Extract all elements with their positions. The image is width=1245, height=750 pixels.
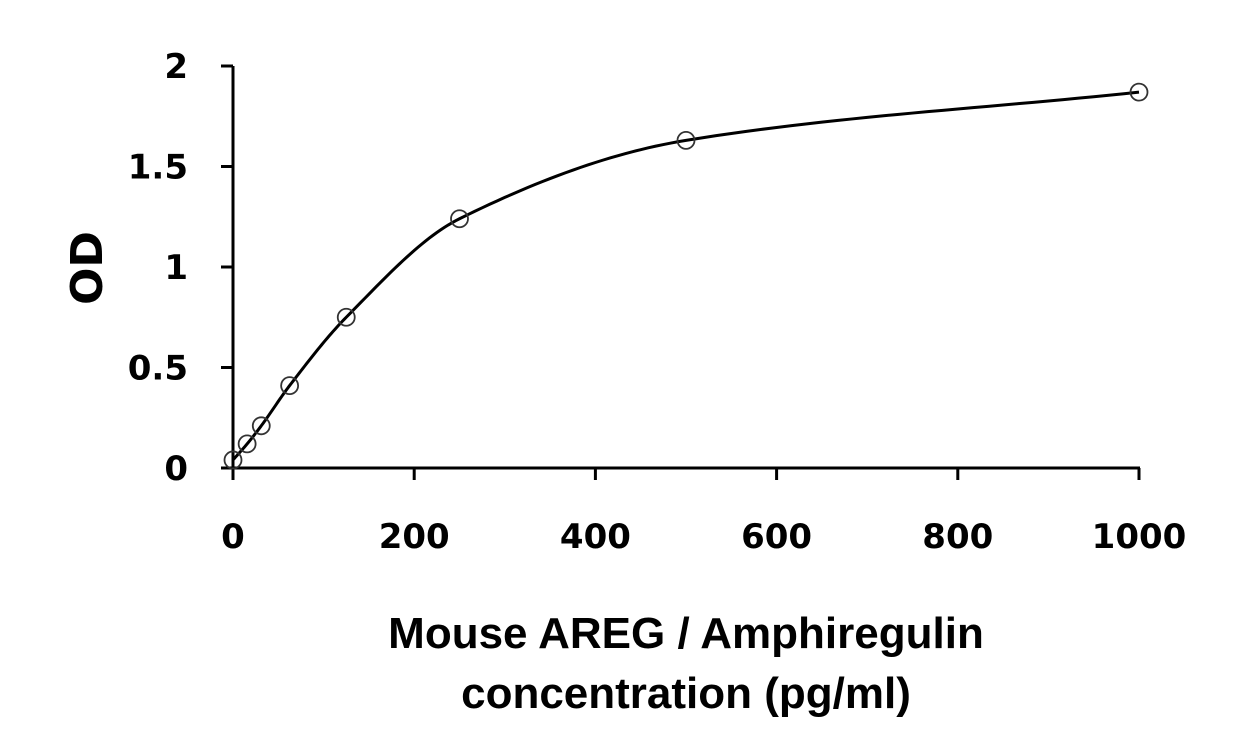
y-ticks: 0 0.5 1 1.5 2 xyxy=(128,47,233,489)
x-axis-label-line-2: concentration (pg/ml) xyxy=(461,669,911,718)
data-point xyxy=(336,307,356,327)
y-axis-label: OD xyxy=(62,231,113,305)
x-tick-label: 600 xyxy=(741,517,812,557)
y-tick-label: 2 xyxy=(164,47,188,87)
x-tick-label: 800 xyxy=(922,517,993,557)
x-axis-label-line-1: Mouse AREG / Amphiregulin xyxy=(388,609,984,658)
y-tick-label: 1.5 xyxy=(128,148,188,188)
data-point xyxy=(450,209,469,229)
data-points xyxy=(223,82,1149,470)
x-tick-label: 200 xyxy=(379,517,450,557)
x-tick-label: 1000 xyxy=(1092,517,1187,557)
data-point xyxy=(237,434,257,454)
data-point xyxy=(251,416,271,436)
x-tick-label: 0 xyxy=(221,517,245,557)
y-tick-label: 1 xyxy=(164,248,188,288)
y-tick-label: 0 xyxy=(164,449,188,489)
axes xyxy=(231,66,1140,470)
data-point xyxy=(1129,82,1149,102)
fit-curve xyxy=(231,90,1140,461)
data-point xyxy=(280,376,300,395)
x-ticks: 0 200 400 600 800 1000 xyxy=(221,468,1186,557)
data-point xyxy=(676,130,696,150)
data-point xyxy=(223,450,243,470)
x-tick-label: 400 xyxy=(560,517,631,557)
y-tick-label: 0.5 xyxy=(128,349,188,389)
